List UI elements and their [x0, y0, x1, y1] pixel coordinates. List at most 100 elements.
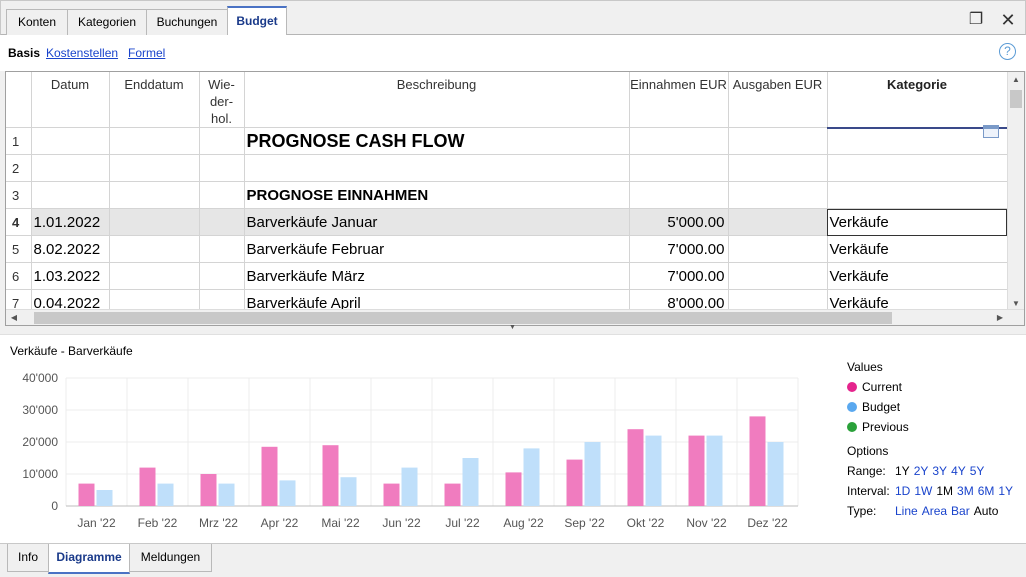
cell-kategorie[interactable]: Verkäufe [827, 208, 1008, 236]
interval-option[interactable]: 1M [936, 484, 954, 498]
cell-enddatum[interactable] [109, 262, 200, 290]
cell-wiederholen[interactable] [199, 154, 245, 182]
vertical-scrollbar[interactable]: ▲ ▼ [1007, 72, 1024, 312]
horizontal-scroll-thumb[interactable] [34, 312, 892, 324]
scroll-left-icon[interactable]: ◀ [10, 313, 18, 322]
cell-ausgaben[interactable] [728, 262, 828, 290]
row-number[interactable]: 3 [6, 181, 32, 209]
cell-einnahmen[interactable] [629, 181, 729, 209]
table-row[interactable]: 6 1.03.2022 Barverkäufe März 7'000.00 Verkäu… [6, 262, 1008, 290]
table-row[interactable]: 2 [6, 154, 1008, 182]
range-option[interactable]: 3Y [932, 464, 948, 478]
type-option[interactable]: Area [921, 504, 948, 518]
legend-item-current[interactable]: Current [847, 380, 902, 394]
col-header-enddatum[interactable]: Enddatum [109, 72, 200, 128]
row-number[interactable]: 6 [6, 262, 32, 290]
table-row[interactable]: 4 1.01.2022 Barverkäufe Januar 5'000.00 Verk… [6, 208, 1008, 236]
calendar-icon[interactable] [983, 125, 999, 138]
col-header-wiederholen[interactable]: Wie-der-hol. [199, 72, 245, 128]
cell-datum[interactable] [31, 154, 110, 182]
range-option[interactable]: 5Y [969, 464, 985, 478]
col-header-beschreibung[interactable]: Beschreibung [244, 72, 630, 128]
col-header-datum[interactable]: Datum [31, 72, 110, 128]
scroll-down-icon[interactable]: ▼ [1012, 299, 1020, 308]
restore-window-icon[interactable]: ❐ [968, 11, 984, 28]
panel-splitter[interactable]: ▼ [0, 324, 1026, 334]
scroll-up-icon[interactable]: ▲ [1012, 75, 1020, 84]
col-header-einnahmen[interactable]: Einnahmen EUR [629, 72, 729, 128]
range-option[interactable]: 2Y [913, 464, 929, 478]
tab-budget[interactable]: Budget [227, 6, 287, 37]
tab-diagramme[interactable]: Diagramme [48, 544, 130, 574]
cell-ausgaben[interactable] [728, 127, 828, 155]
cell-ausgaben[interactable] [728, 208, 828, 236]
cell-beschreibung[interactable]: Barverkäufe Januar [244, 208, 630, 236]
splitter-handle-icon[interactable]: ▼ [509, 324, 516, 331]
cell-enddatum[interactable] [109, 208, 200, 236]
interval-option[interactable]: 3M [957, 484, 974, 498]
table-row[interactable]: 5 8.02.2022 Barverkäufe Februar 7'000.00 Ver… [6, 235, 1008, 263]
range-option[interactable]: 1Y [895, 464, 910, 478]
cell-enddatum[interactable] [109, 127, 200, 155]
type-option[interactable]: Auto [973, 504, 999, 518]
cell-wiederholen[interactable] [199, 235, 245, 263]
cell-ausgaben[interactable] [728, 154, 828, 182]
view-formel[interactable]: Formel [128, 46, 166, 60]
col-header-ausgaben[interactable]: Ausgaben EUR [728, 72, 828, 128]
cell-einnahmen[interactable]: 7'000.00 [629, 235, 729, 263]
cell-ausgaben[interactable] [728, 181, 828, 209]
cell-wiederholen[interactable] [199, 181, 245, 209]
cell-kategorie[interactable] [827, 154, 1008, 182]
cell-datum[interactable]: 1.03.2022 [31, 262, 110, 290]
cell-enddatum[interactable] [109, 235, 200, 263]
cell-datum[interactable] [31, 181, 110, 209]
scroll-right-icon[interactable]: ▶ [996, 313, 1004, 322]
vertical-scroll-thumb[interactable] [1010, 90, 1022, 108]
cell-wiederholen[interactable] [199, 208, 245, 236]
interval-option[interactable]: 1D [895, 484, 911, 498]
interval-option[interactable]: 6M [977, 484, 995, 498]
table-row[interactable]: 1 PROGNOSE CASH FLOW [6, 127, 1008, 155]
cell-beschreibung[interactable] [244, 154, 630, 182]
row-number[interactable]: 1 [6, 127, 32, 155]
interval-option[interactable]: 1Y [998, 484, 1014, 498]
table-row[interactable]: 3 PROGNOSE EINNAHMEN [6, 181, 1008, 209]
cell-einnahmen[interactable]: 7'000.00 [629, 262, 729, 290]
row-number[interactable]: 4 [6, 208, 32, 236]
cell-beschreibung[interactable]: PROGNOSE CASH FLOW [244, 127, 630, 155]
cell-kategorie[interactable] [827, 127, 1008, 155]
col-header-kategorie[interactable]: Kategorie [827, 72, 1008, 129]
tab-meldungen[interactable]: Meldungen [129, 544, 212, 572]
cell-einnahmen[interactable] [629, 127, 729, 155]
help-icon[interactable]: ? [999, 43, 1016, 60]
cell-datum[interactable] [31, 127, 110, 155]
cell-kategorie[interactable] [827, 181, 1008, 209]
cell-einnahmen[interactable] [629, 154, 729, 182]
type-option[interactable]: Bar [951, 504, 970, 518]
interval-option[interactable]: 1W [914, 484, 933, 498]
tab-buchungen[interactable]: Buchungen [146, 9, 228, 36]
cell-beschreibung[interactable]: PROGNOSE EINNAHMEN [244, 181, 630, 209]
view-kostenstellen[interactable]: Kostenstellen [46, 46, 119, 60]
cell-einnahmen[interactable]: 5'000.00 [629, 208, 729, 236]
legend-item-previous[interactable]: Previous [847, 420, 909, 434]
cell-wiederholen[interactable] [199, 262, 245, 290]
horizontal-scrollbar[interactable]: ◀ ▶ [6, 309, 1024, 325]
cell-beschreibung[interactable]: Barverkäufe März [244, 262, 630, 290]
close-icon[interactable]: ✕ [1000, 10, 1016, 30]
type-option[interactable]: Line [895, 504, 918, 518]
row-number[interactable]: 2 [6, 154, 32, 182]
tab-info[interactable]: Info [7, 544, 49, 572]
cell-beschreibung[interactable]: Barverkäufe Februar [244, 235, 630, 263]
cell-ausgaben[interactable] [728, 235, 828, 263]
cell-kategorie[interactable]: Verkäufe [827, 262, 1008, 290]
range-option[interactable]: 4Y [951, 464, 966, 478]
row-number[interactable]: 5 [6, 235, 32, 263]
cell-kategorie[interactable]: Verkäufe [827, 235, 1008, 263]
tab-konten[interactable]: Konten [6, 9, 68, 36]
cell-wiederholen[interactable] [199, 127, 245, 155]
cell-enddatum[interactable] [109, 154, 200, 182]
cell-datum[interactable]: 8.02.2022 [31, 235, 110, 263]
legend-item-budget[interactable]: Budget [847, 400, 900, 414]
view-basis[interactable]: Basis [8, 46, 41, 60]
